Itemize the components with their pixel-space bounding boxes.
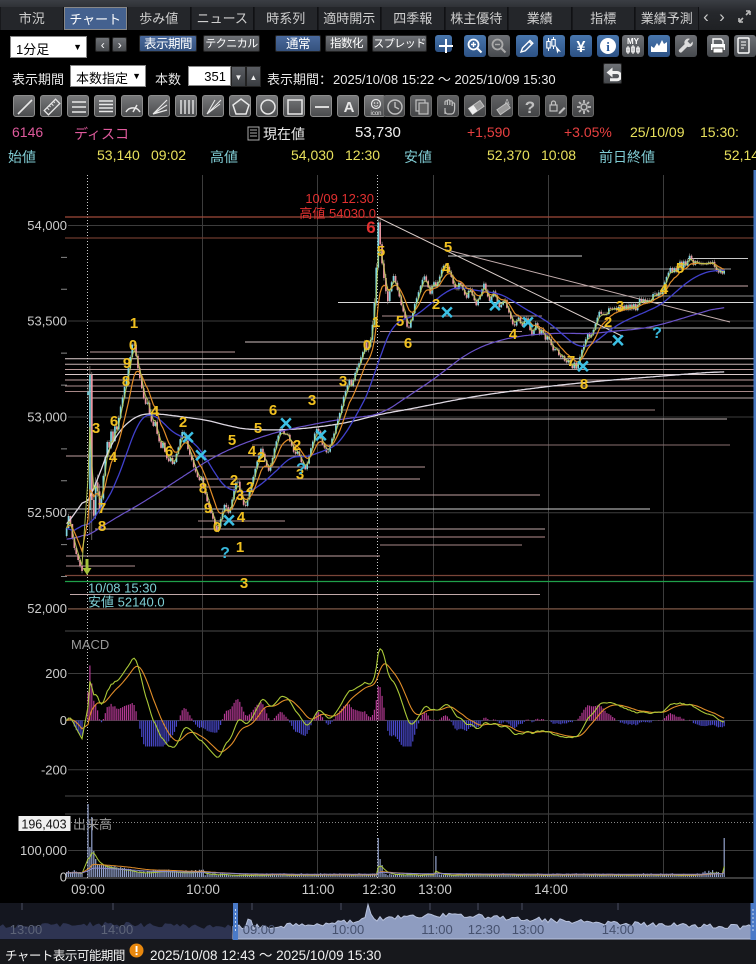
- svg-text:100,000: 100,000: [20, 843, 67, 858]
- svg-text:09:00: 09:00: [71, 882, 105, 897]
- svg-text:6: 6: [269, 402, 277, 419]
- svg-text:×: ×: [279, 410, 292, 436]
- svg-text:09:00: 09:00: [243, 922, 276, 937]
- svg-text:3: 3: [236, 487, 244, 504]
- svg-text:53,000: 53,000: [27, 410, 67, 425]
- svg-text:53,500: 53,500: [27, 314, 67, 329]
- svg-text:-200: -200: [41, 762, 67, 777]
- svg-text:MY: MY: [627, 37, 640, 46]
- svg-text:14:00: 14:00: [602, 922, 635, 937]
- svg-text:4: 4: [248, 443, 257, 460]
- svg-text:6: 6: [165, 443, 173, 460]
- svg-text:高値 54030.0: 高値 54030.0: [299, 206, 376, 221]
- svg-text:×: ×: [611, 327, 624, 353]
- svg-text:3: 3: [92, 420, 100, 437]
- svg-text:×: ×: [576, 353, 589, 379]
- svg-text:3: 3: [339, 373, 347, 390]
- svg-text:0: 0: [60, 713, 67, 728]
- svg-text:3: 3: [308, 392, 316, 409]
- svg-text:54,000: 54,000: [27, 218, 67, 233]
- svg-text:MACD: MACD: [71, 637, 109, 652]
- svg-text:×: ×: [440, 299, 453, 325]
- svg-text:×: ×: [222, 507, 235, 533]
- svg-text:8: 8: [122, 373, 130, 390]
- svg-text:11:00: 11:00: [302, 882, 335, 897]
- svg-text:7: 7: [98, 500, 106, 517]
- svg-text:2: 2: [179, 414, 187, 431]
- svg-text:4: 4: [109, 449, 118, 466]
- svg-text:10:00: 10:00: [332, 922, 365, 937]
- svg-text:13:00: 13:00: [418, 882, 452, 897]
- svg-text:i: i: [606, 39, 610, 54]
- svg-text:4: 4: [237, 509, 246, 526]
- svg-text:196,403: 196,403: [21, 818, 66, 832]
- svg-text:4: 4: [442, 260, 451, 277]
- svg-text:6: 6: [404, 335, 412, 352]
- svg-text:5: 5: [396, 313, 404, 330]
- svg-text:出来高: 出来高: [73, 817, 112, 832]
- svg-text:9: 9: [204, 500, 212, 517]
- svg-text:5: 5: [228, 432, 236, 449]
- svg-text:2: 2: [432, 296, 440, 313]
- svg-text:52,000: 52,000: [27, 601, 67, 616]
- svg-text:0: 0: [129, 337, 137, 354]
- svg-text:4: 4: [509, 326, 518, 343]
- svg-text:1: 1: [372, 314, 380, 331]
- svg-text:6: 6: [366, 218, 375, 237]
- svg-text:1: 1: [236, 539, 244, 556]
- svg-text:11:00: 11:00: [421, 922, 453, 937]
- svg-text:6: 6: [110, 413, 118, 430]
- svg-text:安値 52140.0: 安値 52140.0: [88, 595, 165, 610]
- svg-text:8: 8: [580, 376, 588, 393]
- svg-text:2: 2: [293, 437, 301, 454]
- svg-text:A: A: [504, 98, 510, 107]
- svg-text:7: 7: [567, 353, 575, 370]
- svg-text:4: 4: [660, 281, 669, 298]
- svg-text:8: 8: [98, 518, 106, 535]
- svg-text:5: 5: [254, 420, 262, 437]
- svg-text:0: 0: [60, 870, 67, 885]
- svg-text:10/08 15:30: 10/08 15:30: [88, 581, 157, 596]
- svg-text:14:00: 14:00: [534, 882, 568, 897]
- svg-text:9: 9: [123, 355, 131, 372]
- svg-text:10/09 12:30: 10/09 12:30: [305, 191, 374, 206]
- svg-text:?: ?: [652, 325, 662, 342]
- svg-text:5: 5: [377, 243, 385, 260]
- svg-text:200: 200: [45, 666, 67, 681]
- svg-text:×: ×: [194, 442, 207, 468]
- svg-text:5: 5: [676, 260, 684, 277]
- svg-text:?: ?: [525, 98, 535, 117]
- svg-text:2: 2: [246, 479, 254, 496]
- svg-text:?: ?: [296, 461, 306, 478]
- svg-text:12:30: 12:30: [362, 882, 396, 897]
- svg-text:×: ×: [521, 309, 534, 335]
- svg-text:¥: ¥: [577, 39, 586, 56]
- svg-text:1: 1: [130, 315, 138, 332]
- svg-text:12:30: 12:30: [468, 922, 501, 937]
- svg-text:52,500: 52,500: [27, 505, 67, 520]
- svg-text:?: ?: [220, 545, 230, 562]
- svg-text:3: 3: [240, 575, 248, 592]
- svg-text:2: 2: [604, 314, 612, 331]
- svg-text:5: 5: [444, 239, 452, 256]
- svg-text:2: 2: [257, 449, 265, 466]
- svg-text:icon: icon: [370, 111, 381, 117]
- svg-text:10:00: 10:00: [186, 882, 220, 897]
- svg-text:3: 3: [616, 298, 624, 315]
- svg-text:13:00: 13:00: [512, 922, 545, 937]
- svg-text:13:00: 13:00: [10, 922, 43, 937]
- svg-text:2: 2: [230, 472, 238, 489]
- svg-text:0: 0: [363, 337, 371, 354]
- svg-text:×: ×: [181, 424, 194, 450]
- svg-text:8: 8: [199, 480, 207, 497]
- svg-text:0: 0: [213, 519, 221, 536]
- svg-text:3: 3: [296, 466, 304, 483]
- svg-text:A: A: [344, 99, 355, 116]
- svg-text:4: 4: [151, 403, 160, 420]
- svg-text:14:00: 14:00: [101, 922, 134, 937]
- svg-text:×: ×: [488, 292, 501, 318]
- svg-text:×: ×: [314, 422, 327, 448]
